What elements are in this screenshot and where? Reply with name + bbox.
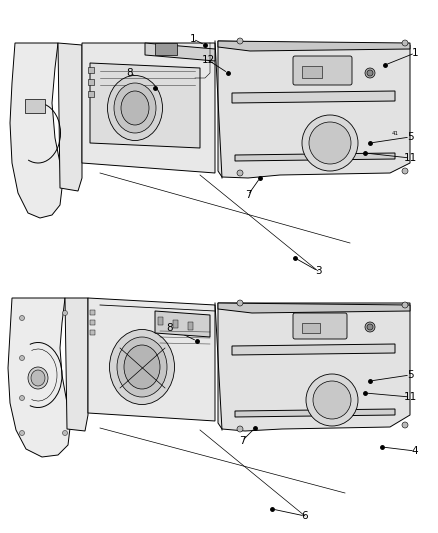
Bar <box>90 320 95 325</box>
Circle shape <box>313 381 351 419</box>
Ellipse shape <box>117 337 167 397</box>
Text: 8: 8 <box>167 323 173 333</box>
Bar <box>188 322 193 330</box>
Polygon shape <box>235 409 395 417</box>
Bar <box>155 43 177 55</box>
Circle shape <box>306 374 358 426</box>
Text: 1: 1 <box>190 34 196 44</box>
Polygon shape <box>88 298 215 421</box>
Polygon shape <box>218 41 410 51</box>
Circle shape <box>20 316 25 320</box>
Circle shape <box>237 170 243 176</box>
Circle shape <box>237 426 243 432</box>
Text: 3: 3 <box>314 266 321 276</box>
Bar <box>88 67 94 73</box>
Circle shape <box>367 70 373 76</box>
Text: 6: 6 <box>302 511 308 521</box>
Bar <box>158 317 163 325</box>
Text: 11: 11 <box>403 392 417 402</box>
Polygon shape <box>218 303 410 313</box>
FancyBboxPatch shape <box>293 56 352 85</box>
Circle shape <box>302 115 358 171</box>
Circle shape <box>237 38 243 44</box>
Bar <box>25 99 45 113</box>
Polygon shape <box>90 63 200 148</box>
Polygon shape <box>145 43 215 61</box>
Circle shape <box>237 300 243 306</box>
Circle shape <box>365 68 375 78</box>
Text: 41: 41 <box>392 131 399 136</box>
Circle shape <box>20 431 25 435</box>
Bar <box>173 320 178 328</box>
Text: 11: 11 <box>403 153 417 163</box>
Circle shape <box>402 40 408 46</box>
Circle shape <box>402 302 408 308</box>
Polygon shape <box>235 153 395 161</box>
Bar <box>88 79 94 85</box>
Circle shape <box>63 431 67 435</box>
Circle shape <box>20 356 25 360</box>
Bar <box>302 323 320 333</box>
Text: 8: 8 <box>127 68 133 78</box>
Ellipse shape <box>124 345 160 389</box>
Ellipse shape <box>114 83 156 133</box>
Circle shape <box>309 122 351 164</box>
Polygon shape <box>232 344 395 355</box>
Polygon shape <box>232 91 395 103</box>
Text: 5: 5 <box>407 132 413 142</box>
Bar <box>90 330 95 335</box>
Bar <box>88 91 94 97</box>
Circle shape <box>63 311 67 316</box>
Bar <box>90 310 95 315</box>
Text: 1: 1 <box>412 48 418 58</box>
Polygon shape <box>82 43 215 173</box>
Circle shape <box>20 395 25 400</box>
Text: 7: 7 <box>239 436 245 446</box>
Text: 5: 5 <box>407 370 413 380</box>
Ellipse shape <box>121 91 149 125</box>
Circle shape <box>402 422 408 428</box>
Text: 7: 7 <box>245 190 251 200</box>
Ellipse shape <box>31 370 45 386</box>
Circle shape <box>402 168 408 174</box>
Polygon shape <box>65 298 88 431</box>
Polygon shape <box>10 43 62 218</box>
Ellipse shape <box>28 367 48 389</box>
Polygon shape <box>155 311 210 337</box>
Ellipse shape <box>107 76 162 141</box>
Text: 12: 12 <box>201 55 215 65</box>
Ellipse shape <box>110 329 174 405</box>
Polygon shape <box>218 303 410 431</box>
Text: 4: 4 <box>412 446 418 456</box>
Polygon shape <box>8 298 70 457</box>
Polygon shape <box>218 41 410 178</box>
FancyBboxPatch shape <box>293 313 347 339</box>
Circle shape <box>365 322 375 332</box>
Circle shape <box>367 324 373 330</box>
Polygon shape <box>58 43 82 191</box>
Bar <box>302 66 322 78</box>
